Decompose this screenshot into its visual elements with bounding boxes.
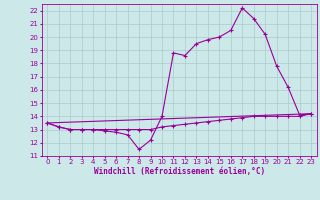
X-axis label: Windchill (Refroidissement éolien,°C): Windchill (Refroidissement éolien,°C) [94,167,265,176]
